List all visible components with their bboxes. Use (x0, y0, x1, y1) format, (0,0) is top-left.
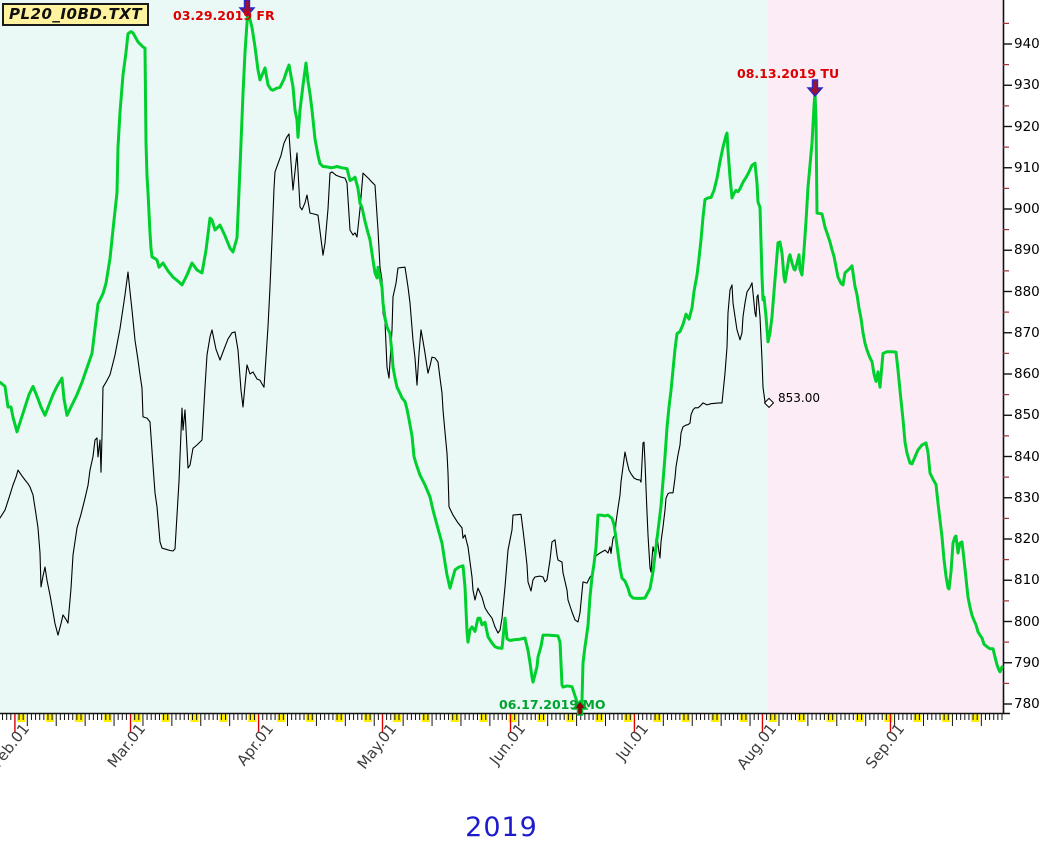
weekend-highlight (103, 714, 112, 722)
y-axis-label: 890 (1014, 242, 1040, 259)
weekend-highlight (797, 714, 806, 722)
annotation-text-high-2: 08.13.2019 TU (737, 66, 840, 81)
y-axis-label: 880 (1014, 283, 1040, 300)
weekend-highlight (248, 714, 257, 722)
file-label: PL20_I0BD.TXT (2, 3, 150, 26)
y-axis-major-ticks (1003, 43, 1012, 705)
y-axis-minor-ticks (1003, 22, 1009, 684)
weekend-highlight (624, 714, 633, 722)
series-price-line (0, 133, 768, 636)
x-axis-ticks (2, 713, 1003, 726)
weekend-highlight (45, 714, 55, 722)
annotation-arrow-high-1 (238, 0, 256, 18)
weekend-highlight (335, 714, 344, 722)
annotation-text-low-1: 06.17.2019 MO (499, 697, 606, 712)
y-axis-label: 810 (1014, 572, 1040, 589)
weekend-highlight (219, 714, 228, 722)
weekend-highlight (479, 714, 488, 722)
weekend-highlight (855, 714, 864, 722)
weekend-highlight (537, 714, 546, 722)
y-axis-label: 870 (1014, 324, 1040, 341)
weekend-highlight (450, 714, 459, 722)
weekend-highlight (710, 714, 720, 722)
y-axis-label: 780 (1014, 696, 1040, 712)
y-axis-label: 860 (1014, 366, 1040, 382)
weekend-highlight (826, 714, 835, 722)
y-axis-label: 840 (1014, 448, 1040, 465)
weekend-highlight (971, 714, 980, 722)
weekend-highlight (17, 714, 26, 722)
weekend-highlight (913, 714, 922, 722)
last-value-diamond (763, 397, 775, 409)
weekend-highlight (161, 714, 170, 722)
weekend-highlight (768, 714, 777, 722)
weekend-highlight (421, 714, 430, 722)
region-future (768, 0, 1003, 713)
y-axis-label: 800 (1014, 613, 1040, 630)
y-axis-label: 900 (1014, 201, 1040, 217)
weekend-highlight (739, 714, 748, 722)
y-axis-label: 930 (1014, 77, 1040, 94)
annotation-text-high-1: 03.29.2019 FR (173, 8, 275, 23)
weekend-highlight (566, 714, 575, 722)
y-axis-label: 940 (1014, 36, 1040, 52)
y-axis-label: 910 (1014, 159, 1040, 176)
weekend-highlight (884, 714, 893, 722)
weekend-highlight (942, 714, 951, 722)
y-axis-label: 790 (1014, 654, 1040, 671)
weekend-highlight (392, 714, 402, 722)
series-prediction-line (0, 6, 1004, 714)
weekend-highlight (681, 714, 691, 722)
weekend-highlight (306, 714, 315, 722)
weekend-highlights (17, 714, 980, 722)
y-axis-label: 830 (1014, 489, 1040, 506)
annotation-arrow-high-2 (806, 79, 824, 98)
weekend-highlight (363, 714, 373, 722)
weekend-highlight (508, 714, 517, 722)
y-axis-label: 850 (1014, 407, 1040, 424)
year-label: 2019 (465, 812, 538, 843)
x-axis-month-ticks (14, 713, 892, 732)
weekend-highlight (74, 714, 83, 722)
annotation-arrow-low-1 (571, 699, 589, 716)
weekend-highlight (132, 714, 141, 722)
weekend-highlight (653, 714, 662, 722)
weekend-highlight (277, 714, 286, 722)
y-axis-label: 820 (1014, 531, 1040, 547)
y-axis-label: 920 (1014, 118, 1040, 135)
region-history (0, 0, 768, 713)
weekend-highlight (190, 714, 199, 722)
weekend-highlight (595, 714, 604, 722)
last-value-label: 853.00 (778, 391, 820, 405)
